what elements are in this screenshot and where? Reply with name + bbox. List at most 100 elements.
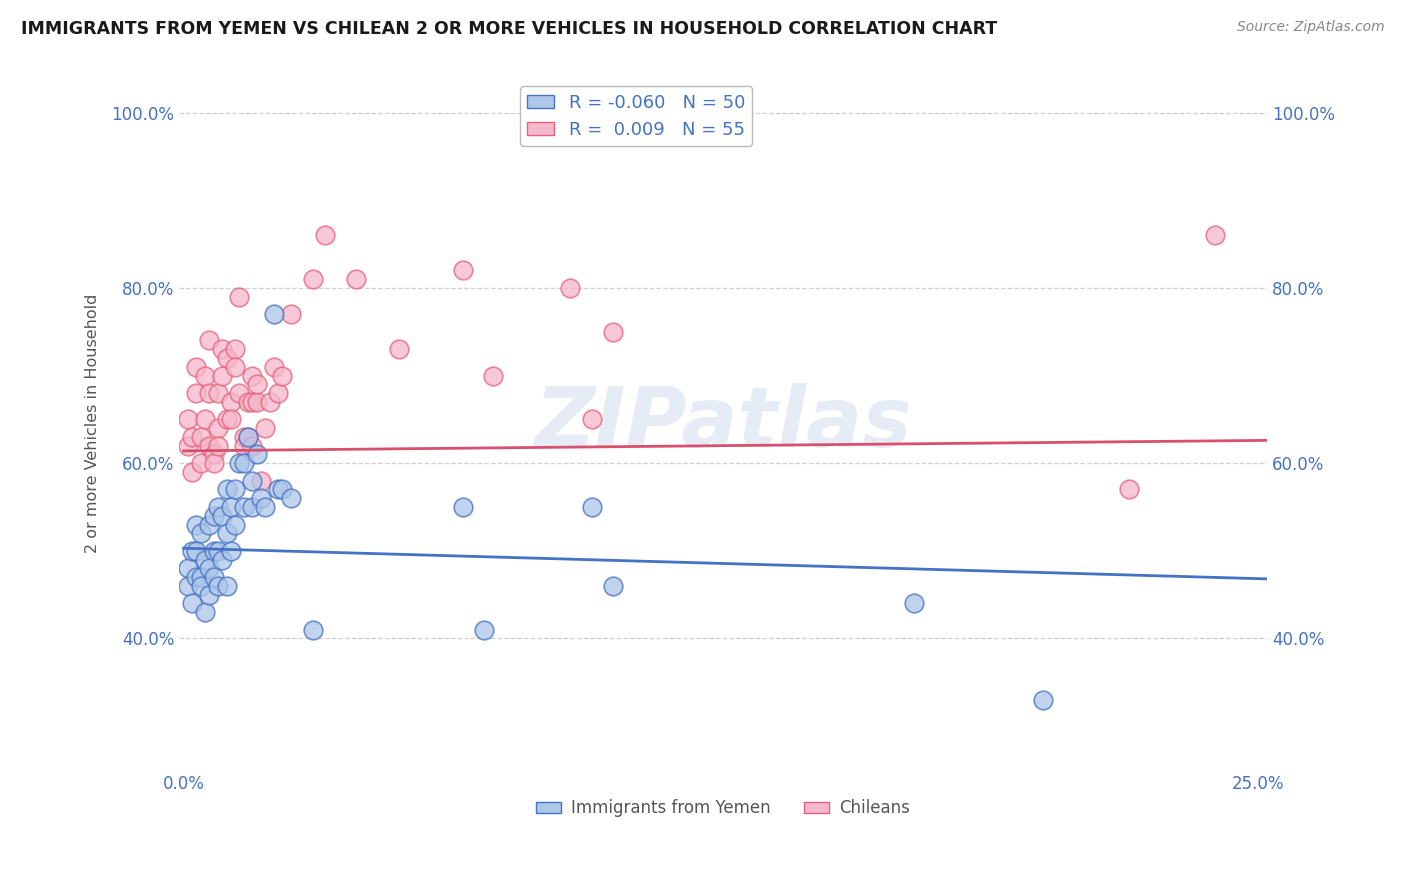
Point — [263, 307, 285, 321]
Point — [181, 430, 204, 444]
Point — [177, 561, 200, 575]
Point — [202, 447, 225, 461]
Point — [254, 500, 277, 514]
Point — [215, 579, 238, 593]
Point — [228, 456, 250, 470]
Point — [219, 544, 242, 558]
Point — [236, 394, 259, 409]
Point — [198, 588, 221, 602]
Point — [211, 368, 233, 383]
Point — [215, 412, 238, 426]
Text: IMMIGRANTS FROM YEMEN VS CHILEAN 2 OR MORE VEHICLES IN HOUSEHOLD CORRELATION CHA: IMMIGRANTS FROM YEMEN VS CHILEAN 2 OR MO… — [21, 20, 997, 37]
Point — [198, 439, 221, 453]
Point — [224, 517, 246, 532]
Point — [207, 439, 229, 453]
Point — [224, 483, 246, 497]
Point — [314, 228, 336, 243]
Point — [236, 430, 259, 444]
Point — [240, 439, 263, 453]
Point — [194, 552, 217, 566]
Point — [250, 491, 273, 506]
Point — [177, 579, 200, 593]
Point — [181, 465, 204, 479]
Point — [232, 430, 254, 444]
Point — [215, 526, 238, 541]
Point — [232, 456, 254, 470]
Point — [246, 377, 269, 392]
Point — [198, 386, 221, 401]
Point — [207, 544, 229, 558]
Point — [387, 342, 409, 356]
Point — [232, 500, 254, 514]
Point — [181, 544, 204, 558]
Point — [219, 394, 242, 409]
Point — [301, 272, 323, 286]
Point — [186, 570, 208, 584]
Point — [202, 456, 225, 470]
Point — [198, 561, 221, 575]
Point — [240, 474, 263, 488]
Point — [474, 623, 496, 637]
Point — [240, 500, 263, 514]
Point — [267, 386, 290, 401]
Point — [236, 430, 259, 444]
Point — [190, 526, 212, 541]
Point — [211, 342, 233, 356]
Point — [280, 307, 302, 321]
Point — [344, 272, 367, 286]
Point — [1204, 228, 1226, 243]
Point — [202, 544, 225, 558]
Legend: Immigrants from Yemen, Chileans: Immigrants from Yemen, Chileans — [530, 793, 917, 824]
Point — [240, 394, 263, 409]
Point — [186, 544, 208, 558]
Point — [602, 325, 624, 339]
Point — [202, 570, 225, 584]
Point — [190, 570, 212, 584]
Point — [267, 483, 290, 497]
Point — [254, 421, 277, 435]
Point — [194, 368, 217, 383]
Point — [190, 579, 212, 593]
Point — [228, 290, 250, 304]
Point — [211, 508, 233, 523]
Point — [263, 359, 285, 374]
Point — [177, 412, 200, 426]
Point — [602, 579, 624, 593]
Point — [560, 281, 582, 295]
Point — [194, 412, 217, 426]
Point — [903, 596, 925, 610]
Point — [186, 386, 208, 401]
Point — [224, 342, 246, 356]
Point — [177, 439, 200, 453]
Text: Source: ZipAtlas.com: Source: ZipAtlas.com — [1237, 20, 1385, 34]
Point — [215, 483, 238, 497]
Point — [271, 368, 294, 383]
Point — [211, 552, 233, 566]
Point — [207, 421, 229, 435]
Point — [1118, 483, 1140, 497]
Point — [232, 439, 254, 453]
Point — [186, 517, 208, 532]
Point — [198, 517, 221, 532]
Point — [271, 483, 294, 497]
Point — [190, 430, 212, 444]
Point — [219, 500, 242, 514]
Point — [194, 605, 217, 619]
Point — [207, 579, 229, 593]
Point — [224, 359, 246, 374]
Point — [246, 394, 269, 409]
Point — [181, 596, 204, 610]
Point — [240, 368, 263, 383]
Point — [219, 412, 242, 426]
Point — [186, 359, 208, 374]
Point — [581, 500, 603, 514]
Point — [581, 412, 603, 426]
Point — [228, 386, 250, 401]
Point — [259, 394, 281, 409]
Point — [280, 491, 302, 506]
Point — [451, 500, 474, 514]
Point — [250, 474, 273, 488]
Point — [451, 263, 474, 277]
Point — [301, 623, 323, 637]
Text: ZIPatlas: ZIPatlas — [534, 384, 912, 464]
